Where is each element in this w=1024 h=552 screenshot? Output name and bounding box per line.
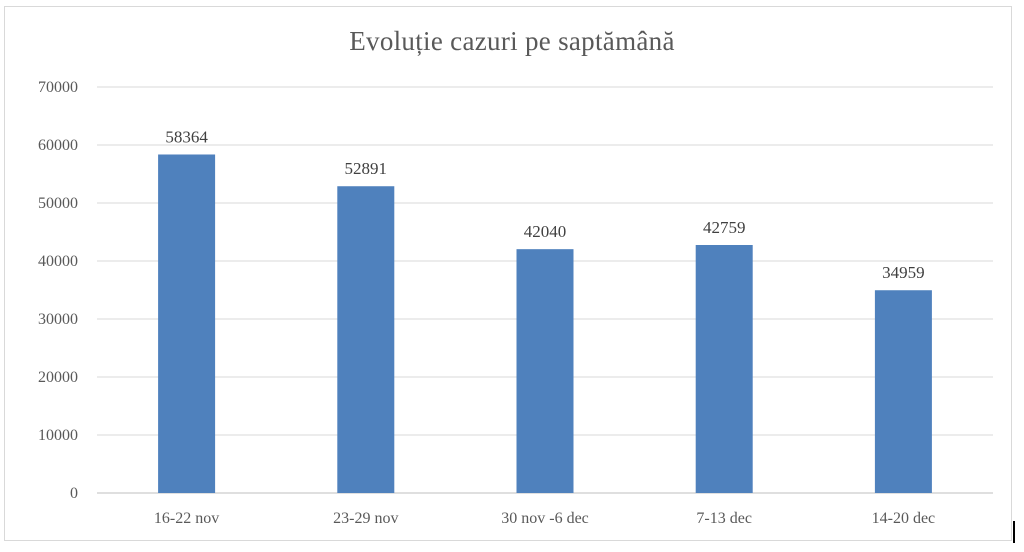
y-tick-label: 30000 — [38, 311, 78, 328]
x-tick-label: 16-22 nov — [154, 510, 219, 527]
y-tick-label: 20000 — [38, 369, 78, 386]
x-tick-label: 30 nov -6 dec — [501, 510, 589, 527]
bar — [337, 186, 395, 494]
bar — [516, 249, 574, 493]
y-tick-label: 0 — [70, 485, 78, 502]
y-tick-label: 40000 — [38, 253, 78, 270]
bar — [874, 290, 932, 493]
bar — [695, 244, 753, 493]
data-label: 42040 — [524, 222, 567, 241]
x-tick-label: 14-20 dec — [872, 510, 936, 527]
data-label: 42759 — [703, 218, 746, 237]
y-tick-label: 50000 — [38, 195, 78, 212]
data-label: 58364 — [165, 127, 208, 146]
chart-title: Evoluție cazuri pe saptămână — [349, 26, 675, 56]
data-label: 34959 — [882, 263, 925, 282]
text-cursor — [1013, 521, 1015, 543]
y-tick-label: 60000 — [38, 137, 78, 154]
bar — [158, 154, 216, 493]
data-label: 52891 — [345, 159, 388, 178]
y-tick-label: 70000 — [38, 79, 78, 96]
y-tick-label: 10000 — [38, 427, 78, 444]
x-tick-label: 7-13 dec — [696, 510, 752, 527]
x-tick-label: 23-29 nov — [333, 510, 398, 527]
